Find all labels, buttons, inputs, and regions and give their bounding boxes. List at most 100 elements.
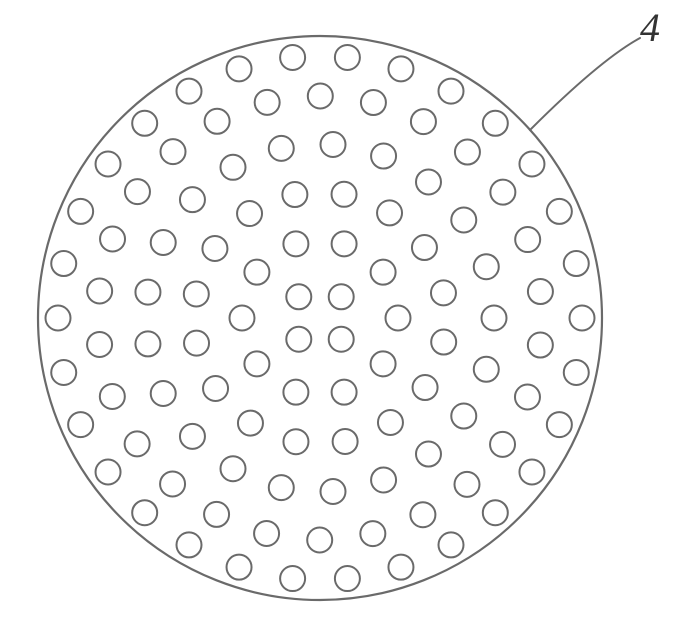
- perforation-hole: [335, 566, 360, 591]
- perforation-hole: [413, 375, 438, 400]
- perforation-hole: [333, 429, 358, 454]
- leader-line: [530, 38, 640, 130]
- perforation-hole: [482, 306, 507, 331]
- perforation-hole: [515, 227, 540, 252]
- perforation-hole: [564, 251, 589, 276]
- perforation-hole: [135, 280, 160, 305]
- perforation-hole: [283, 380, 308, 405]
- disc-outline: [38, 36, 602, 600]
- perforation-hole: [371, 144, 396, 169]
- perforation-hole: [329, 327, 354, 352]
- perforation-hole: [378, 410, 403, 435]
- perforation-hole: [332, 182, 357, 207]
- perforation-hole: [439, 79, 464, 104]
- perforation-hole: [371, 467, 396, 492]
- perforation-hole: [244, 351, 269, 376]
- perforation-hole: [451, 404, 476, 429]
- perforated-disc-diagram: [0, 0, 681, 620]
- perforation-hole: [238, 411, 263, 436]
- perforation-hole: [377, 200, 402, 225]
- perforation-hole: [221, 456, 246, 481]
- perforation-hole: [308, 84, 333, 109]
- perforation-hole: [87, 278, 112, 303]
- perforation-hole: [416, 442, 441, 467]
- perforation-hole: [329, 284, 354, 309]
- perforation-hole: [360, 521, 385, 546]
- perforation-hole: [255, 90, 280, 115]
- perforation-hole: [282, 182, 307, 207]
- perforation-hole: [307, 528, 332, 553]
- perforation-hole: [519, 152, 544, 177]
- perforation-hole: [528, 279, 553, 304]
- perforation-hole: [570, 306, 595, 331]
- perforation-hole: [46, 306, 71, 331]
- perforation-hole: [286, 327, 311, 352]
- perforation-hole: [335, 45, 360, 70]
- perforation-hole: [184, 331, 209, 356]
- perforation-hole: [51, 360, 76, 385]
- perforation-hole: [455, 140, 480, 165]
- perforation-hole: [202, 236, 227, 261]
- perforation-hole: [454, 472, 479, 497]
- perforation-hole: [96, 460, 121, 485]
- perforation-hole: [280, 45, 305, 70]
- perforation-hole: [332, 231, 357, 256]
- perforation-hole: [386, 306, 411, 331]
- perforation-hole: [244, 260, 269, 285]
- perforation-hole: [388, 555, 413, 580]
- perforation-hole: [483, 500, 508, 525]
- perforation-hole: [161, 139, 186, 164]
- perforation-hole: [204, 502, 229, 527]
- perforation-hole: [221, 155, 246, 180]
- perforation-hole: [474, 254, 499, 279]
- perforation-hole: [227, 56, 252, 81]
- perforation-hole: [411, 109, 436, 134]
- perforation-hole: [564, 360, 589, 385]
- perforation-hole: [519, 460, 544, 485]
- perforation-hole: [416, 169, 441, 194]
- perforation-hole: [125, 431, 150, 456]
- perforation-hole: [177, 79, 202, 104]
- perforation-hole: [87, 332, 112, 357]
- perforation-hole: [283, 429, 308, 454]
- perforation-hole: [68, 412, 93, 437]
- perforation-hole: [283, 231, 308, 256]
- perforation-hole: [96, 152, 121, 177]
- perforation-hole: [371, 260, 396, 285]
- perforation-hole: [203, 376, 228, 401]
- perforation-hole: [451, 207, 476, 232]
- perforation-hole: [135, 331, 160, 356]
- perforation-hole: [269, 136, 294, 161]
- reference-label-4: 4: [640, 4, 660, 51]
- perforation-hole: [439, 532, 464, 557]
- perforation-hole: [490, 432, 515, 457]
- perforation-hole: [100, 384, 125, 409]
- perforation-hole: [490, 180, 515, 205]
- perforation-hole: [269, 475, 294, 500]
- perforation-hole: [160, 471, 185, 496]
- perforation-hole: [100, 227, 125, 252]
- perforation-hole: [547, 199, 572, 224]
- perforation-hole: [180, 424, 205, 449]
- perforation-hole: [237, 201, 262, 226]
- perforation-hole: [51, 251, 76, 276]
- perforation-hole: [361, 90, 386, 115]
- perforation-hole: [388, 56, 413, 81]
- perforation-hole: [474, 357, 499, 382]
- perforation-hole: [431, 280, 456, 305]
- perforation-hole: [410, 502, 435, 527]
- perforation-hole: [321, 479, 346, 504]
- perforation-hole: [151, 381, 176, 406]
- perforation-hole: [132, 500, 157, 525]
- perforation-hole: [177, 532, 202, 557]
- perforation-hole: [151, 230, 176, 255]
- perforation-hole: [332, 380, 357, 405]
- perforation-hole: [528, 333, 553, 358]
- perforation-hole: [254, 521, 279, 546]
- perforation-hole: [132, 111, 157, 136]
- perforation-hole: [371, 351, 396, 376]
- perforation-hole: [286, 284, 311, 309]
- perforation-hole: [321, 132, 346, 157]
- perforation-hole: [180, 187, 205, 212]
- perforation-hole: [280, 566, 305, 591]
